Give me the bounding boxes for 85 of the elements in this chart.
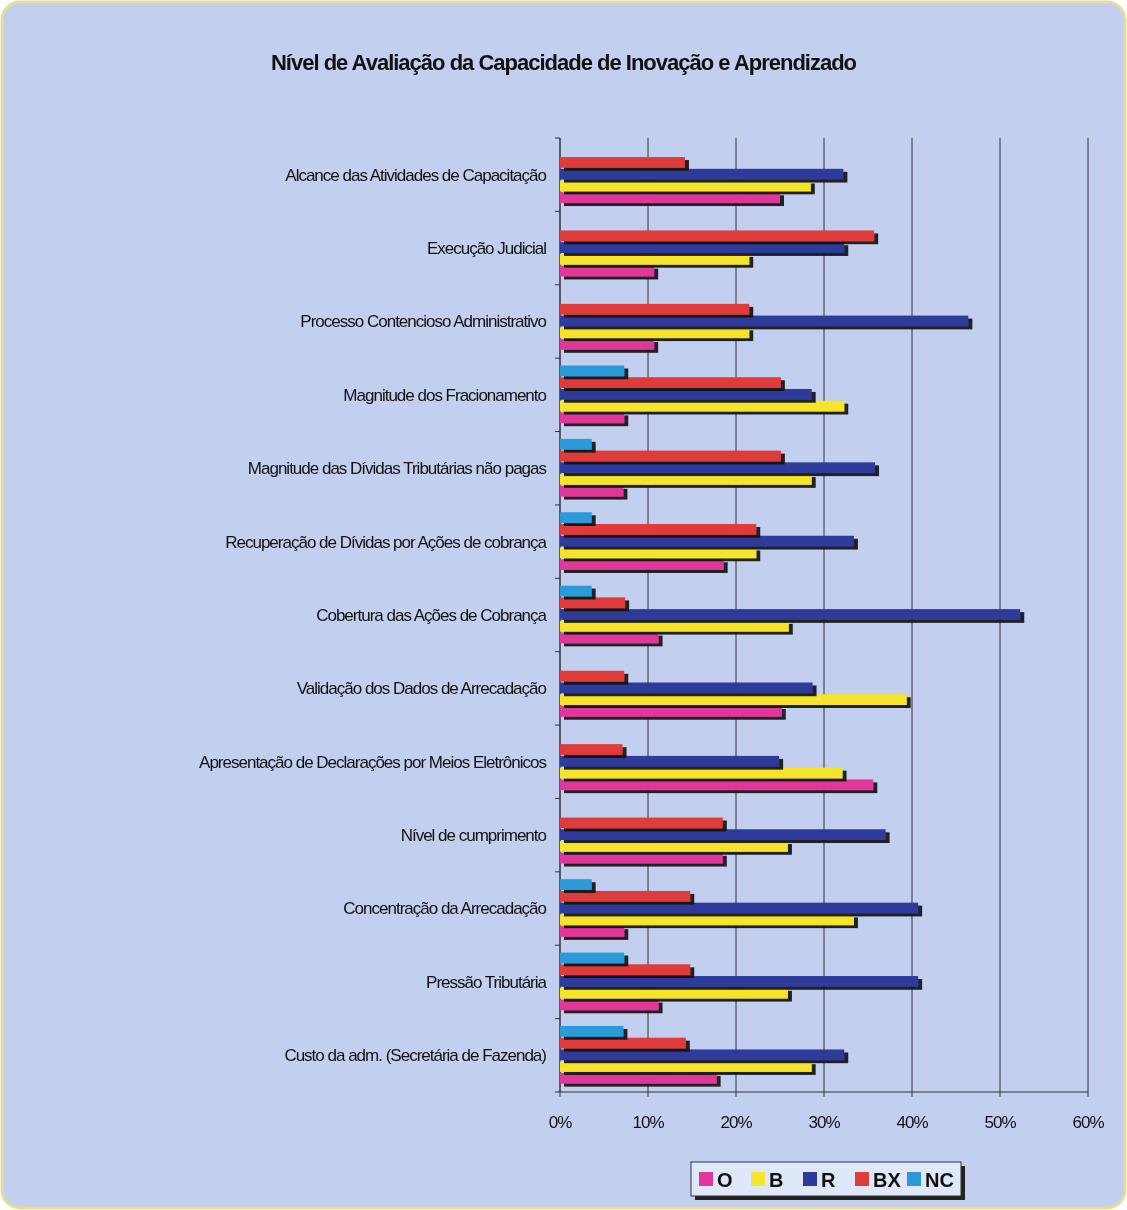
bar	[560, 744, 623, 755]
bar	[560, 474, 812, 485]
y-tick-label: Pressão Tributária	[426, 972, 548, 992]
bar	[560, 180, 811, 192]
y-tick-label: Concentração da Arrecadação	[343, 899, 547, 919]
bar	[560, 315, 969, 327]
y-tick-label: Apresentação de Declarações por Meios Eletrônicos	[199, 752, 547, 772]
bar	[560, 230, 875, 242]
legend-label: NC	[925, 1169, 954, 1191]
bar	[560, 755, 780, 767]
bar	[560, 559, 724, 570]
bar	[560, 265, 655, 277]
x-tick-label: 40%	[896, 1113, 929, 1132]
legend-label: B	[769, 1169, 784, 1191]
bar	[560, 339, 655, 350]
x-tick-label: 30%	[808, 1113, 841, 1132]
bar	[560, 253, 750, 265]
x-tick-label: 50%	[984, 1113, 1017, 1132]
bar	[560, 365, 625, 377]
bar	[560, 597, 626, 609]
bar	[560, 987, 788, 999]
bar	[560, 168, 844, 180]
bar	[560, 512, 592, 523]
bar	[560, 1072, 717, 1084]
bar	[560, 964, 691, 976]
bar	[560, 400, 845, 412]
bar	[560, 767, 843, 779]
bar	[560, 462, 876, 474]
bar	[560, 841, 788, 852]
bar	[560, 829, 886, 841]
bar	[560, 694, 907, 705]
bar	[560, 706, 782, 717]
bar	[560, 377, 781, 388]
bar	[560, 547, 757, 559]
bar	[560, 485, 624, 497]
y-tick-label: Alcance das Atividades de Capacitação	[285, 165, 547, 185]
y-tick-label: Magnitude dos Fracionamento	[343, 385, 547, 405]
bar	[560, 852, 723, 864]
bar	[560, 914, 854, 926]
x-tick-label: 0%	[548, 1113, 573, 1132]
bar	[560, 817, 723, 829]
bar	[560, 999, 659, 1011]
bar	[560, 242, 845, 253]
bar	[560, 1025, 624, 1037]
bar	[560, 157, 685, 168]
bar	[560, 388, 812, 400]
bar	[560, 412, 625, 424]
bar	[560, 524, 757, 535]
bar	[560, 1061, 812, 1072]
bar	[560, 632, 659, 644]
bar	[560, 976, 919, 987]
bar	[560, 670, 625, 682]
bar	[560, 1037, 686, 1049]
bar	[560, 620, 789, 632]
bar	[560, 902, 919, 914]
x-tick-label: 10%	[632, 1113, 665, 1132]
legend-label: R	[821, 1169, 836, 1191]
chart-title: Nível de Avaliação da Capacidade de Inovação e Aprendizado	[270, 50, 857, 75]
bar	[560, 682, 813, 694]
y-tick-label: Execução Judicial	[426, 239, 547, 259]
bar	[560, 327, 750, 339]
bar	[560, 192, 780, 204]
y-tick-label: Nível de cumprimento	[400, 826, 547, 846]
bar	[560, 879, 592, 890]
bar	[560, 779, 874, 791]
y-tick-label: Cobertura das Ações de Cobrança	[316, 605, 548, 625]
x-tick-label: 20%	[720, 1113, 753, 1132]
y-tick-label: Custo da adm. (Secretária de Fazenda)	[284, 1046, 547, 1066]
bar	[560, 890, 691, 902]
bar	[560, 438, 592, 450]
legend-label: O	[717, 1169, 733, 1191]
bar	[560, 535, 854, 547]
bar	[560, 926, 625, 937]
y-tick-label: Recuperação de Dívidas por Ações de cobrança	[225, 532, 548, 552]
bar	[560, 303, 750, 315]
x-tick-label: 60%	[1072, 1113, 1105, 1132]
bar	[560, 585, 592, 597]
bar	[560, 450, 781, 462]
bar	[560, 952, 625, 964]
bar	[560, 609, 1021, 620]
y-tick-label: Processo Contencioso Administrativo	[300, 312, 547, 332]
bar	[560, 1049, 845, 1061]
legend-label: BX	[873, 1169, 902, 1191]
y-tick-label: Magnitude das Dívidas Tributárias não pagas	[247, 459, 547, 479]
y-tick-label: Validação dos Dados de Arrecadação	[296, 679, 547, 699]
